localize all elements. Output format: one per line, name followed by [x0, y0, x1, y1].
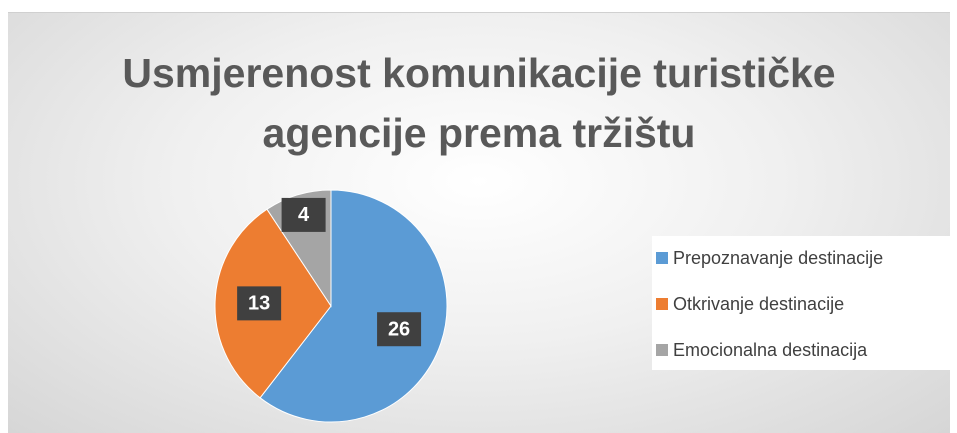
data-label-box	[377, 312, 422, 347]
data-label: 4	[298, 204, 310, 226]
chart: 26 13 4 Prepoznavanje destinacije Otkrivanje…	[214, 189, 950, 423]
legend-swatch	[656, 298, 668, 310]
chart-area: Usmjerenost komunikacije turističke agen…	[8, 12, 950, 433]
chart-title: Usmjerenost komunikacije turističke agen…	[122, 50, 836, 156]
data-label-box	[237, 286, 282, 321]
data-label: 13	[248, 293, 270, 315]
legend-label: Emocionalna destinacija	[673, 340, 868, 360]
pie-slice	[259, 189, 448, 423]
data-label-box	[281, 197, 326, 232]
legend-swatch	[656, 252, 668, 264]
legend-box	[652, 236, 950, 370]
legend-label: Prepoznavanje destinacije	[673, 248, 883, 268]
data-label: 26	[388, 319, 410, 341]
legend-swatch	[656, 344, 668, 356]
legend-label: Otkrivanje destinacije	[673, 294, 844, 314]
